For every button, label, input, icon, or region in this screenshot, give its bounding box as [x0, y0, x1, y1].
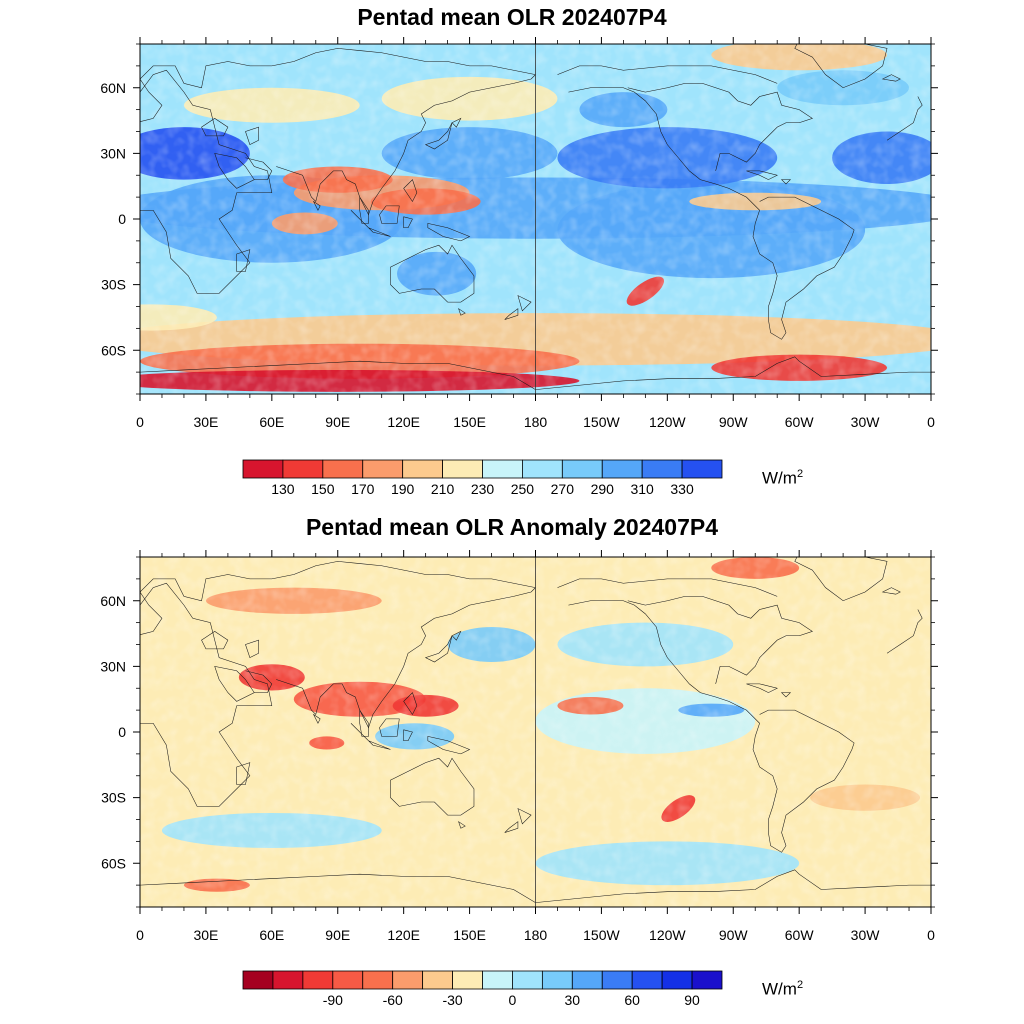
- olr-x-tick-label: 150E: [453, 414, 486, 430]
- anomaly-x-tick-label: 150E: [453, 927, 486, 943]
- anomaly-x-tick-label: 60E: [259, 927, 284, 943]
- anomaly-colorbar-swatch: [452, 970, 483, 990]
- olr-y-tick-label: 60S: [101, 342, 126, 358]
- anomaly-y-tick-label: 30S: [101, 790, 126, 806]
- anomaly-colorbar-swatch: [541, 970, 573, 990]
- olr-colorbar-swatch: [362, 459, 404, 479]
- olr-x-tick-label: 0: [927, 414, 935, 430]
- olr-colorbar-label: 130: [271, 481, 295, 497]
- anomaly-colorbar-swatch: [302, 970, 334, 990]
- olr-colorbar-swatch: [561, 459, 603, 479]
- olr-colorbar-label: 190: [391, 481, 415, 497]
- olr-colorbar-swatch: [402, 459, 443, 479]
- olr-colorbar-swatch: [522, 459, 563, 479]
- olr-colorbar: 130 150 170 190 210 230 250 270 290 310 330: [242, 459, 723, 497]
- anomaly-colorbar-swatch: [362, 970, 394, 990]
- olr-colorbar-label: 210: [431, 481, 455, 497]
- anomaly-x-tick-label: 0: [927, 927, 935, 943]
- olr-colorbar-unit: W/m2: [762, 468, 803, 489]
- anomaly-colorbar-swatch: [631, 970, 663, 990]
- olr-y-tick-label: 30S: [101, 277, 126, 293]
- anomaly-x-tick-label: 60W: [785, 927, 815, 943]
- anomaly-colorbar-swatch: [392, 970, 424, 990]
- olr-colorbar-swatch: [442, 459, 483, 479]
- anomaly-colorbar-label: -90: [323, 992, 343, 1008]
- olr-x-tick-label: 30W: [851, 414, 881, 430]
- anomaly-y-tick-label: 60S: [101, 855, 126, 871]
- olr-unit-base: W/m: [762, 468, 797, 488]
- anomaly-colorbar-swatch: [482, 970, 513, 990]
- olr-colorbar-label: 290: [591, 481, 615, 497]
- anomaly-y-tick-label: 0: [118, 724, 126, 740]
- olr-colorbar-label: 230: [471, 481, 495, 497]
- anomaly-colorbar-label: 90: [684, 992, 700, 1008]
- olr-x-tick-label: 60W: [785, 414, 815, 430]
- anomaly-colorbar-swatch: [272, 970, 304, 990]
- anomaly-x-tick-label: 180: [524, 927, 548, 943]
- anomaly-unit-base: W/m: [762, 979, 797, 999]
- anomaly-x-tick-label: 30E: [193, 927, 218, 943]
- anomaly-colorbar-swatch: [422, 970, 453, 990]
- anomaly-x-tick-label: 120E: [387, 927, 420, 943]
- olr-unit-exponent: 2: [796, 468, 804, 480]
- anomaly-colorbar-swatch: [601, 970, 633, 990]
- olr-colorbar-swatch: [242, 459, 284, 479]
- olr-colorbar-label: 150: [311, 481, 335, 497]
- olr-x-tick-label: 90W: [719, 414, 749, 430]
- anomaly-colorbar-label: 30: [565, 992, 581, 1008]
- anomaly-colorbar-label: 60: [624, 992, 640, 1008]
- anomaly-colorbar-swatch: [332, 970, 364, 990]
- anomaly-map-title: Pentad mean OLR Anomaly 202407P4: [305, 514, 719, 540]
- anomaly-colorbar-swatch: [512, 970, 543, 990]
- anomaly-colorbar-swatch: [242, 970, 274, 990]
- olr-x-tick-label: 90E: [325, 414, 350, 430]
- anomaly-x-tick-label: 90W: [719, 927, 749, 943]
- olr-colorbar-swatch: [482, 459, 523, 479]
- olr-y-tick-label: 60N: [100, 80, 126, 96]
- olr-colorbar-label: 330: [670, 481, 694, 497]
- anomaly-colorbar-label: -30: [442, 992, 462, 1008]
- olr-x-tick-label: 180: [524, 414, 548, 430]
- anomaly-x-tick-label: 90E: [325, 927, 350, 943]
- olr-map-frame: 0 30E 60E 90E 120E 150E 180 150W 120W 90W 60W 30W 0 6…: [100, 37, 938, 430]
- olr-colorbar-swatch: [282, 459, 324, 479]
- olr-y-tick-label: 0: [118, 211, 126, 227]
- olr-x-tick-label: 30E: [193, 414, 218, 430]
- olr-x-tick-label: 120W: [649, 414, 686, 430]
- olr-x-tick-label: 0: [136, 414, 144, 430]
- olr-colorbar-swatch: [641, 459, 683, 479]
- anomaly-y-tick-label: 30N: [100, 658, 126, 674]
- anomaly-colorbar: -90 -60 -30 0 30 60 90: [242, 970, 723, 1008]
- anomaly-x-tick-label: 120W: [649, 927, 686, 943]
- olr-colorbar-swatch: [322, 459, 364, 479]
- anomaly-unit-exponent: 2: [796, 979, 804, 991]
- anomaly-y-tick-label: 60N: [100, 593, 126, 609]
- olr-colorbar-swatch: [681, 459, 723, 479]
- olr-colorbar-label: 310: [630, 481, 654, 497]
- anomaly-x-tick-label: 30W: [851, 927, 881, 943]
- olr-x-tick-label: 150W: [583, 414, 620, 430]
- olr-y-tick-label: 30N: [100, 145, 126, 161]
- olr-colorbar-label: 270: [551, 481, 575, 497]
- olr-colorbar-swatch: [601, 459, 643, 479]
- olr-x-tick-label: 60E: [259, 414, 284, 430]
- olr-colorbar-label: 250: [511, 481, 535, 497]
- olr-map-title: Pentad mean OLR 202407P4: [357, 4, 667, 30]
- anomaly-colorbar-swatch: [691, 970, 723, 990]
- anomaly-colorbar-label: 0: [509, 992, 517, 1008]
- anomaly-x-tick-label: 150W: [583, 927, 620, 943]
- anomaly-map-frame: 0 30E 60E 90E 120E 150E 180 150W 120W 90W 60W 30W 0 6…: [100, 550, 938, 943]
- anomaly-colorbar-label: -60: [383, 992, 403, 1008]
- olr-x-tick-label: 120E: [387, 414, 420, 430]
- olr-colorbar-label: 170: [351, 481, 375, 497]
- anomaly-colorbar-swatch: [571, 970, 603, 990]
- anomaly-x-tick-label: 0: [136, 927, 144, 943]
- anomaly-colorbar-unit: W/m2: [762, 979, 803, 1000]
- anomaly-colorbar-swatch: [661, 970, 693, 990]
